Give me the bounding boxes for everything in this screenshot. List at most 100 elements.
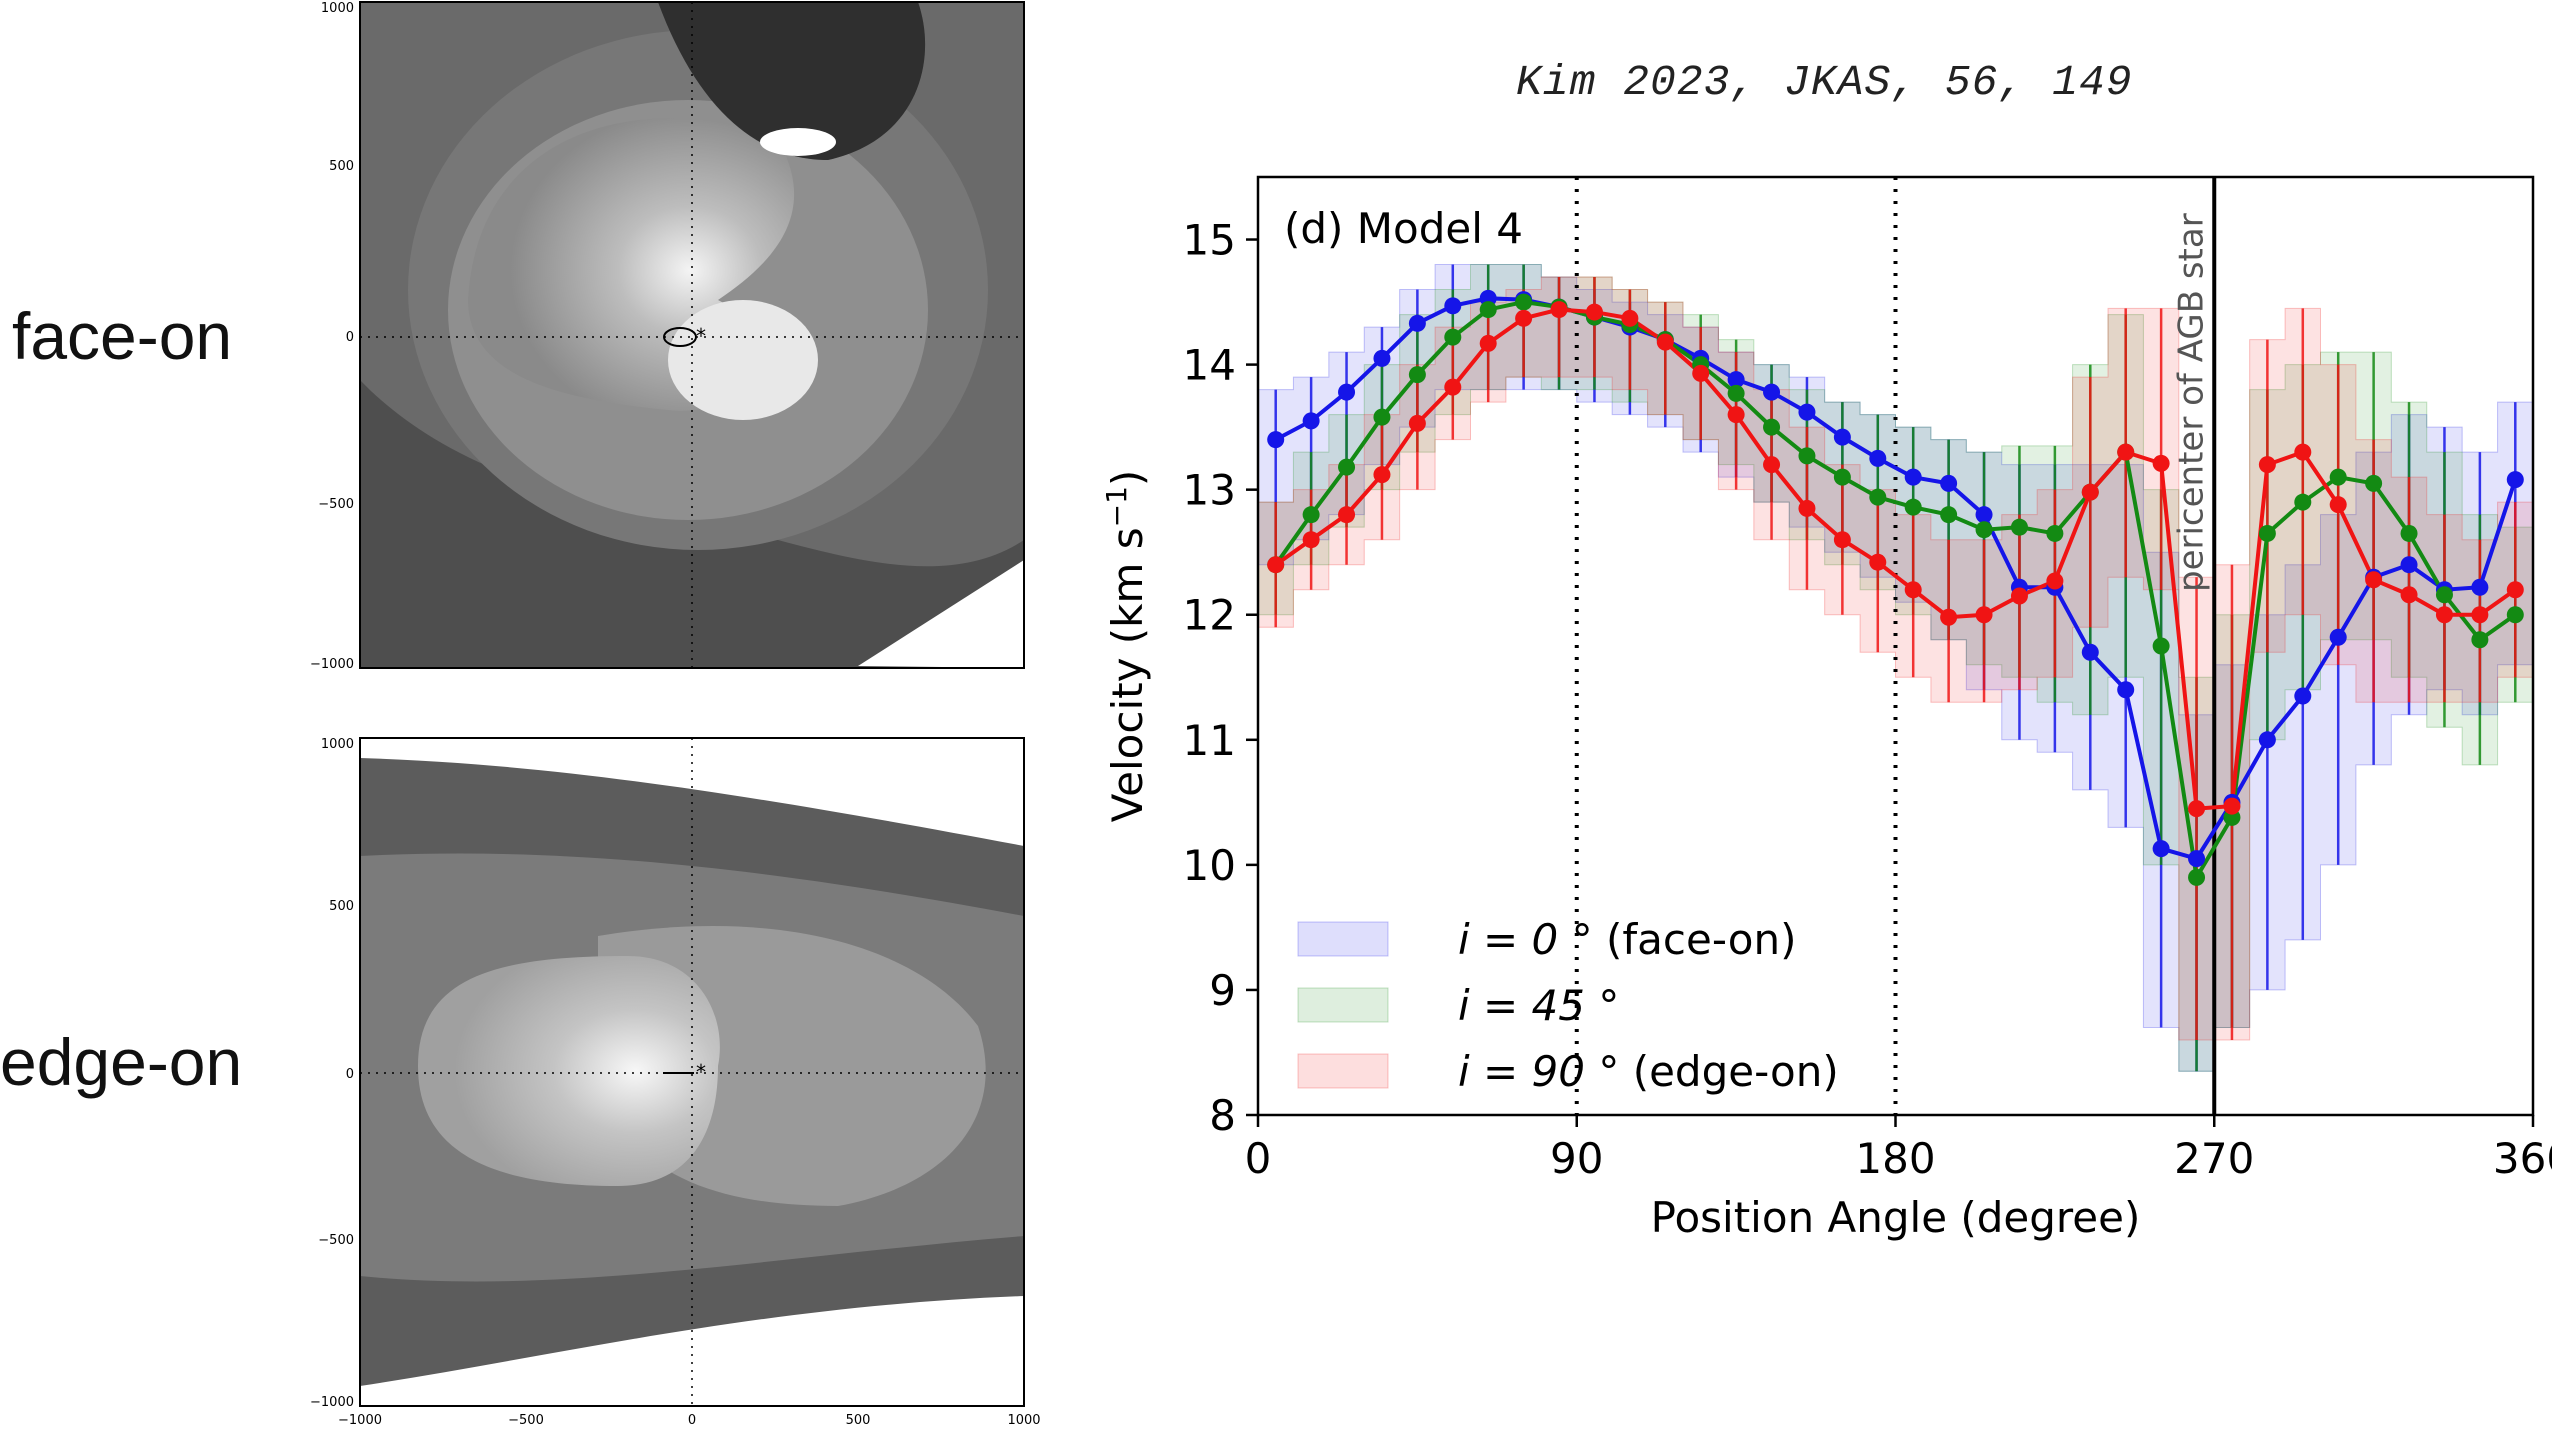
i45-data-point: [1479, 301, 1497, 319]
face-on-data-point: [1940, 474, 1958, 492]
legend: i = 0 ° (face-on) i = 45 ° i = 90 ° (edge-…: [1297, 915, 1839, 1096]
face-tick-label: 500: [329, 159, 354, 174]
edge-on-data-point: [1656, 333, 1674, 351]
x-tick-label: 360: [2493, 1134, 2552, 1183]
edge-on-label: edge-on: [0, 1025, 243, 1099]
face-on-data-point: [1444, 297, 1462, 315]
series-points: [1267, 289, 2524, 886]
face-on-data-point: [2471, 578, 2489, 596]
pericenter-label: pericenter of AGB star: [2171, 213, 2211, 592]
i45-data-point: [1940, 506, 1958, 524]
edge-on-data-point: [2081, 483, 2099, 501]
face-on-data-point: [1373, 349, 1391, 367]
i45-data-point: [1373, 408, 1391, 426]
edge-on-data-point: [1833, 531, 1851, 549]
svg-text:*: *: [696, 1060, 706, 1084]
axis-ticks: 0 90 180 270 360 8 9 10 11 12 13 14 15: [1183, 216, 2552, 1183]
i45-data-point: [1444, 328, 1462, 346]
edge-on-data-point: [1940, 608, 1958, 626]
face-on-data-point: [1798, 403, 1816, 421]
edge-tick-label: 500: [846, 1413, 871, 1428]
face-on-data-point: [2258, 731, 2276, 749]
i45-data-point: [2365, 474, 2383, 492]
face-on-data-point: [2188, 850, 2206, 868]
edge-tick-label: −500: [318, 1233, 354, 1248]
face-on-data-point: [1904, 468, 1922, 486]
edge-on-data-point: [2046, 572, 2064, 590]
face-on-data-point: [1408, 314, 1426, 332]
edge-on-data-point: [2117, 443, 2135, 461]
i45-data-point: [2188, 868, 2206, 886]
edge-on-data-point: [2188, 800, 2206, 818]
edge-on-data-point: [1869, 553, 1887, 571]
i45-data-point: [2258, 524, 2276, 542]
face-on-data-point: [2294, 687, 2312, 705]
edge-on-data-point: [1975, 606, 1993, 624]
edge-on-data-point: [2152, 454, 2170, 472]
i45-data-point: [2506, 606, 2524, 624]
reference-lines: [1574, 177, 2217, 1115]
i45-legend-label: i = 45 °: [1458, 981, 1619, 1030]
edge-on-image-panel: * 1000 500 0 −500 −1000 −1000 −500 0 500…: [310, 737, 1041, 1428]
i45-data-point: [2435, 586, 2453, 604]
edge-on-data-point: [1408, 414, 1426, 432]
edge-on-data-point: [1515, 309, 1533, 327]
i45-data-point: [1338, 458, 1356, 476]
edge-on-data-point: [1444, 378, 1462, 396]
y-tick-label: 14: [1183, 341, 1236, 390]
y-tick-label: 15: [1183, 216, 1236, 265]
edge-tick-label: 0: [688, 1413, 696, 1428]
edge-on-data-point: [2258, 456, 2276, 474]
face-on-spiral-image: [360, 2, 1024, 668]
edge-on-data-point: [1479, 334, 1497, 352]
i45-data-point: [1302, 506, 1320, 524]
edge-on-data-point: [2365, 571, 2383, 589]
face-on-data-point: [1975, 506, 1993, 524]
i45-data-point: [1763, 418, 1781, 436]
edge-on-data-point: [2435, 606, 2453, 624]
edge-on-data-point: [1338, 506, 1356, 524]
face-tick-label: −1000: [310, 657, 354, 672]
edge-on-data-point: [2400, 586, 2418, 604]
y-tick-label: 10: [1183, 841, 1236, 890]
i45-data-point: [2152, 637, 2170, 655]
face-on-data-point: [2152, 840, 2170, 858]
face-on-data-point: [1727, 371, 1745, 389]
edge-tick-label: −1000: [310, 1395, 354, 1410]
edge-on-data-point: [2471, 606, 2489, 624]
edge-on-data-point: [1373, 466, 1391, 484]
i45-data-point: [1798, 447, 1816, 465]
x-axis-label: Position Angle (degree): [1651, 1193, 2141, 1242]
y-axis-label: Velocity (km s−1): [1100, 470, 1153, 823]
edge-tick-label: 1000: [1007, 1413, 1040, 1428]
edge-on-data-point: [2329, 496, 2347, 514]
edge-on-data-point: [1798, 499, 1816, 517]
i45-data-point: [2471, 631, 2489, 649]
i45-data-point: [1727, 384, 1745, 402]
i45-data-point: [2400, 524, 2418, 542]
edge-on-data-point: [1267, 556, 1285, 574]
i45-data-point: [1869, 488, 1887, 506]
face-on-data-point: [2506, 471, 2524, 489]
face-tick-label: −500: [318, 497, 354, 512]
face-on-data-point: [2329, 628, 2347, 646]
edge-on-data-point: [1302, 531, 1320, 549]
velocity-chart: 0 90 180 270 360 8 9 10 11 12 13 14 15 (d) Model 4 P…: [1100, 175, 2552, 1242]
edge-on-data-point: [1550, 301, 1568, 319]
i45-data-point: [1975, 521, 1993, 539]
edge-tick-label: 500: [329, 899, 354, 914]
y-tick-label: 9: [1209, 966, 1236, 1015]
face-on-legend-label: i = 0 ° (face-on): [1458, 915, 1796, 964]
edge-on-data-point: [1692, 364, 1710, 382]
edge-on-legend-swatch: [1297, 1053, 1389, 1089]
face-on-data-point: [1869, 449, 1887, 467]
i45-data-point: [1833, 468, 1851, 486]
edge-on-data-point: [2506, 581, 2524, 599]
edge-on-data-point: [2223, 797, 2241, 815]
face-on-data-point: [1763, 383, 1781, 401]
edge-on-data-point: [1904, 581, 1922, 599]
i45-legend-swatch: [1297, 987, 1389, 1023]
edge-tick-label: −1000: [338, 1413, 382, 1428]
edge-on-data-point: [2294, 443, 2312, 461]
y-tick-label: 8: [1209, 1091, 1236, 1140]
